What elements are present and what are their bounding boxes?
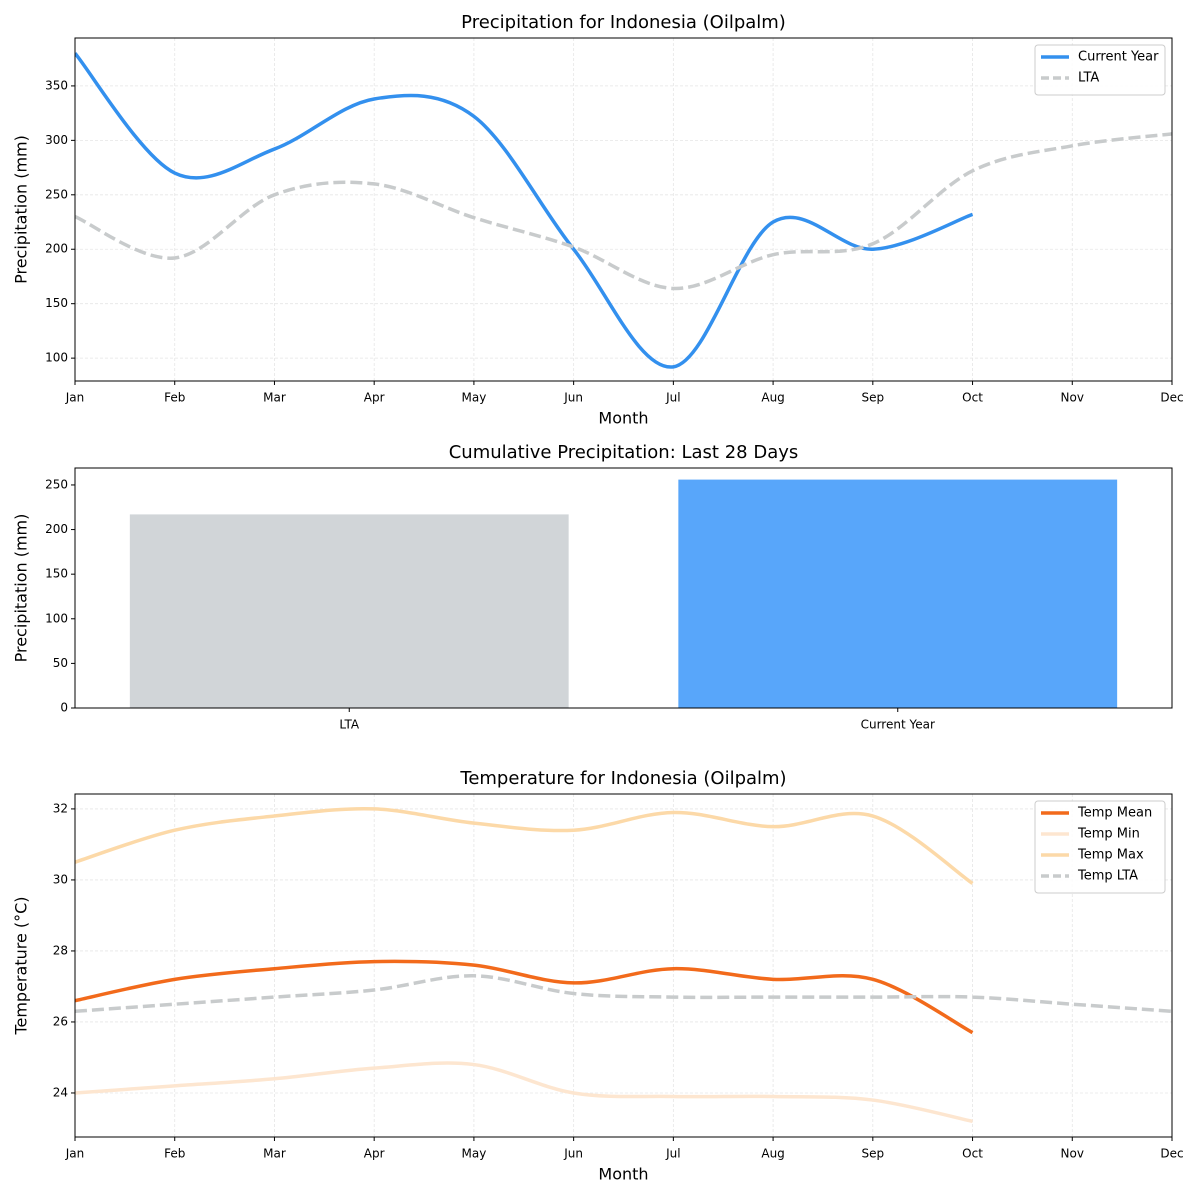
y-tick-label: 100 [45,351,68,365]
x-tick-label: Jan [65,1147,85,1161]
y-axis-label: Precipitation (mm) [12,514,31,663]
legend-label: Temp LTA [1077,869,1138,884]
x-tick-label: Mar [263,1147,286,1161]
chart-title: Cumulative Precipitation: Last 28 Days [449,442,799,463]
y-tick-label: 250 [45,477,68,491]
line-series [75,1061,973,1124]
y-tick-label: 32 [53,801,68,815]
y-tick-label: 200 [45,522,68,536]
axes-frame [74,467,1173,709]
x-tick-label: Jun [563,391,583,405]
y-axis-label: Temperature (°C) [12,896,31,1035]
x-tick-label: Jul [665,1147,680,1161]
legend-label: Current Year [1078,50,1159,65]
y-tick-label: 50 [53,656,68,670]
x-tick-label: Nov [1061,391,1084,405]
x-tick-label: Sep [862,391,885,405]
legend-label: Temp Min [1077,827,1140,842]
plot-area [129,479,1118,708]
y-axis-label: Precipitation (mm) [12,135,31,284]
x-tick-label: Jan [65,391,85,405]
plot-area [75,806,1172,1124]
line-series [75,806,974,885]
y-tick-label: 24 [53,1085,68,1099]
x-tick-label: Apr [364,1147,385,1161]
x-tick-label: Nov [1061,1147,1084,1161]
x-axis-label: Month [598,409,648,428]
y-tick-label: 26 [53,1014,68,1028]
x-tick-label: May [462,391,487,405]
plot-area [75,52,1172,369]
x-tick-label: Sep [862,1147,885,1161]
axes-frame [74,793,1173,1138]
y-tick-label: 100 [45,611,68,625]
x-tick-label: Oct [962,1147,983,1161]
x-tick-label: Mar [263,391,286,405]
chart-title: Precipitation for Indonesia (Oilpalm) [461,12,786,33]
x-tick-label: Dec [1160,1147,1183,1161]
x-tick-label: May [462,1147,487,1161]
x-tick-label: Apr [364,391,385,405]
y-tick-label: 150 [45,567,68,581]
y-tick-label: 300 [45,133,68,147]
legend-label: LTA [1078,71,1099,86]
x-tick-label: Feb [164,391,185,405]
x-tick-label: Oct [962,391,983,405]
line-series [75,132,1172,291]
x-tick-label: LTA [339,718,359,732]
line-series [75,974,1172,1014]
x-tick-label: Jun [563,1147,583,1161]
bar [678,479,1118,708]
y-tick-label: 150 [45,296,68,310]
legend-label: Temp Max [1077,848,1144,863]
legend-box [1034,800,1166,894]
y-tick-label: 0 [60,701,68,715]
x-tick-label: Aug [761,1147,784,1161]
y-tick-label: 30 [53,872,68,886]
x-tick-label: Dec [1160,391,1183,405]
x-tick-label: Jul [665,391,680,405]
line-series [75,959,974,1035]
chart-title: Temperature for Indonesia (Oilpalm) [459,768,786,789]
axes-frame [74,37,1173,382]
y-tick-label: 200 [45,242,68,256]
x-tick-label: Current Year [861,718,935,732]
legend-label: Temp Mean [1077,806,1152,821]
y-tick-label: 28 [53,943,68,957]
line-series [75,52,974,369]
bar [129,514,569,708]
x-axis-label: Month [598,1165,648,1184]
y-tick-label: 350 [45,78,68,92]
x-tick-label: Aug [761,391,784,405]
x-tick-label: Feb [164,1147,185,1161]
y-tick-label: 250 [45,187,68,201]
